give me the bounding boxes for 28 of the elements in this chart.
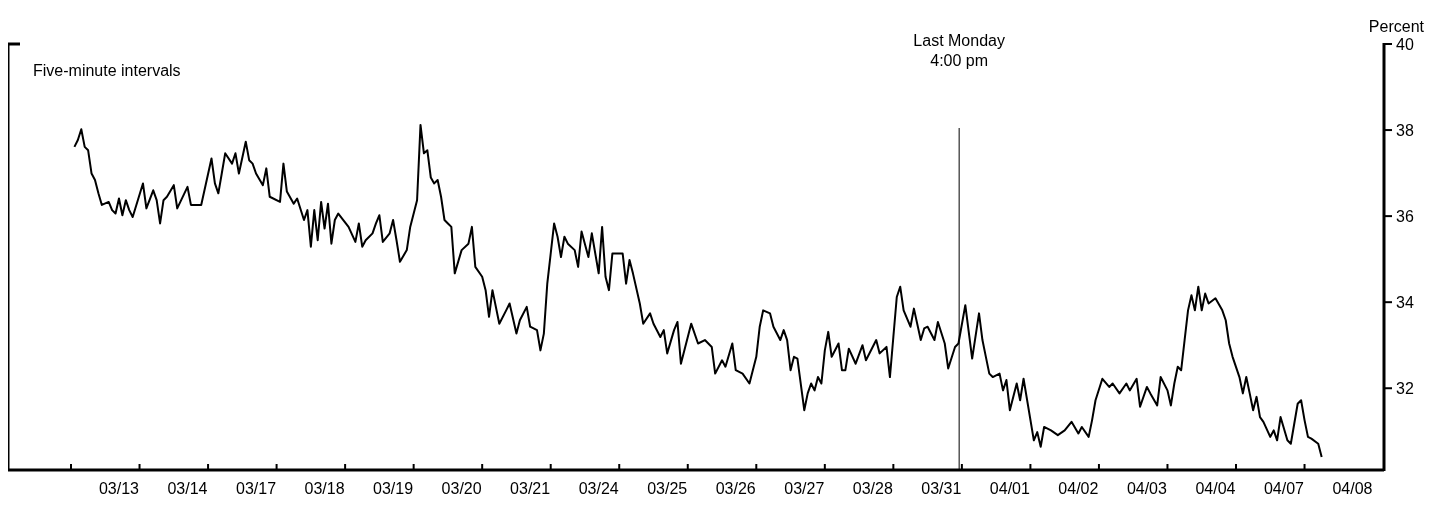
x-tick-label: 03/26 (715, 480, 756, 497)
x-tick-label: 03/18 (304, 480, 345, 497)
x-tick-label: 03/14 (167, 480, 208, 497)
x-tick-label: 03/17 (236, 480, 277, 497)
x-tick-label: 03/24 (578, 480, 619, 497)
annotation: Last Monday 4:00 pm (913, 32, 1005, 69)
y-tick-label: 32 (1396, 379, 1414, 397)
y-tick-label: 36 (1396, 207, 1414, 225)
y-tick-label: 38 (1396, 121, 1414, 139)
x-tick-label: 03/27 (784, 480, 825, 497)
line-series (73, 123, 1323, 459)
x-tick-label: 03/20 (441, 480, 482, 497)
x-tick-label: 04/08 (1332, 480, 1373, 497)
annotation: Five-minute intervals (33, 62, 181, 79)
x-tick-label: 03/31 (921, 480, 962, 497)
y-tick-label: 40 (1396, 35, 1414, 53)
x-tick-label: 04/07 (1263, 480, 1305, 497)
x-tick-label: 03/28 (852, 480, 893, 497)
x-tick-label: 04/04 (1195, 480, 1236, 497)
x-tick-label: 04/03 (1126, 480, 1168, 497)
x-tick-label: 03/21 (510, 480, 551, 497)
y-axis-title: Percent (1368, 18, 1425, 35)
x-tick-label: 04/02 (1058, 480, 1099, 497)
y-tick-label: 34 (1396, 293, 1414, 311)
x-tick-label: 03/25 (647, 480, 688, 497)
x-tick-label: 03/13 (98, 480, 140, 497)
x-tick-label: 04/01 (989, 480, 1030, 497)
x-tick-label: 03/19 (373, 480, 414, 497)
